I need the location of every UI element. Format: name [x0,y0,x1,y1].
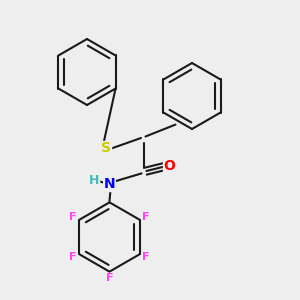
Text: S: S [101,142,112,155]
Text: F: F [69,212,76,222]
Text: H: H [89,173,100,187]
Text: O: O [164,160,175,173]
Text: F: F [142,212,150,222]
Text: F: F [106,273,113,283]
Text: F: F [142,252,150,262]
Text: N: N [104,178,115,191]
Text: F: F [69,252,76,262]
